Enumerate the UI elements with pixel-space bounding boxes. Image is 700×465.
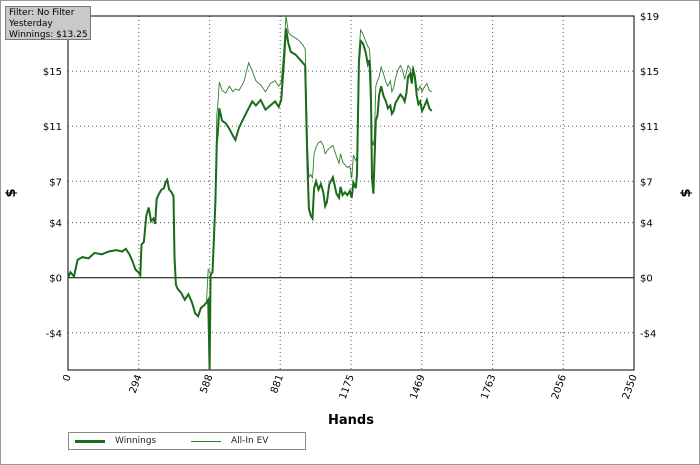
filter-label: Filter: No Filter (9, 8, 75, 18)
x-tick-label: 588 (199, 373, 216, 395)
series-layer (67, 15, 433, 371)
y-tick-label-left: $7 (49, 177, 62, 188)
legend-label-all-in-ev: All-In EV (231, 436, 269, 446)
legend-label-winnings: Winnings (115, 436, 157, 446)
legend-swatch-all-in-ev (191, 441, 221, 442)
y-axis-title-left: $ (4, 188, 19, 197)
y-tick-label-right: $4 (640, 219, 653, 230)
legend-item-all-in-ev[interactable]: All-In EV (189, 434, 299, 448)
series-all-in-ev-line (67, 15, 432, 318)
legend: Winnings All-In EV (68, 432, 306, 450)
y-tick-label-right: -$4 (640, 329, 656, 340)
x-tick-label: 1763 (479, 373, 498, 401)
winnings-summary: Winnings: $13.25 (9, 30, 88, 40)
x-tick-label: 881 (269, 373, 286, 395)
legend-swatch-winnings (75, 440, 105, 443)
y-tick-label-right: $15 (640, 67, 659, 78)
plot-border (67, 15, 635, 371)
y-tick-label-right: $11 (640, 122, 659, 133)
y-tick-label-right: $19 (640, 12, 659, 23)
tick-labels: 0 294 588 881 1175 1469 1763 2056 2350 -$4 -$4 $0 $0… (43, 12, 659, 401)
y-tick-label-left: -$4 (46, 329, 62, 340)
x-tick-label: 2350 (621, 373, 640, 401)
x-tick-label: 1469 (409, 373, 428, 401)
y-tick-label-left: $0 (49, 274, 62, 285)
date-range-label: Yesterday (9, 19, 53, 29)
x-tick-label: 1175 (338, 373, 357, 401)
y-tick-label-left: $4 (49, 219, 62, 230)
x-tick-label: 0 (61, 373, 74, 383)
x-tick-label: 294 (128, 373, 145, 395)
y-tick-label-right: $0 (640, 274, 653, 285)
filter-info-box: Filter: No Filter Yesterday Winnings: $1… (5, 6, 91, 40)
x-tick-label: 2056 (550, 373, 569, 401)
y-tick-label-right: $7 (640, 177, 653, 188)
series-winnings-line (67, 28, 433, 371)
y-tick-label-left: $15 (43, 67, 62, 78)
x-axis-title: Hands (328, 413, 374, 428)
y-axis-title-right: $ (679, 188, 694, 197)
legend-item-winnings[interactable]: Winnings (73, 434, 173, 448)
y-tick-label-left: $11 (43, 122, 62, 133)
